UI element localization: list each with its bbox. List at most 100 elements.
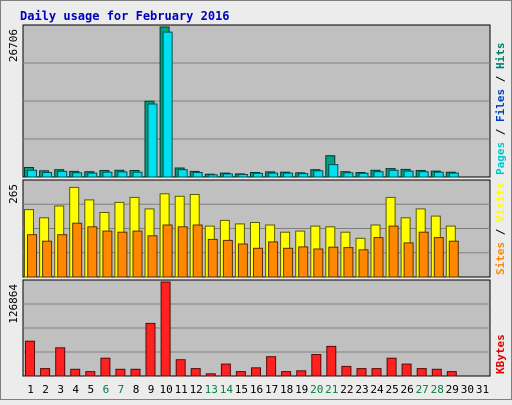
bar-sites: Sites 14: 102 [222, 239, 233, 278]
bar-pages: Pages 11: 1300 [177, 169, 188, 178]
bar-kbytes: KBytes 3: 38000 [55, 347, 66, 377]
bar-pages: Pages 8: 850 [132, 171, 143, 178]
x-tick-label: 22 [340, 383, 353, 396]
legend-text: KBytes [494, 334, 507, 374]
x-tick-label: 2 [42, 383, 49, 396]
bar-kbytes: KBytes 25: 24000 [386, 357, 397, 377]
legend-item-hits: Hits [494, 43, 507, 70]
x-tick-label: 27 [416, 383, 429, 396]
bar-kbytes: KBytes 23: 10000 [356, 368, 367, 377]
x-tick-label: 15 [235, 383, 248, 396]
panel-hits: 26706 Pages / Files / Hits Hits 1: 1700Hit… [7, 24, 507, 178]
x-tick-label: 29 [446, 383, 459, 396]
bar-pages: Pages 15: 450 [237, 174, 248, 178]
x-tick-label: 6 [103, 383, 110, 396]
bars-visits: Visits 1: 188Visits 2: 165Visits 3: 198V… [24, 186, 459, 278]
bar-sites: Sites 16: 80 [253, 247, 263, 278]
bar-sites: Sites 27: 125 [418, 231, 429, 278]
bars-kbytes: KBytes 1: 47000 KBytes 2: 10000 KBytes 3: … [25, 281, 457, 377]
legend-item-pages: Pages [494, 142, 507, 175]
legend-text: Sites / Visits [494, 182, 507, 275]
bar-kbytes: KBytes 2: 10000 [40, 368, 51, 377]
chart-panels: 26706 Pages / Files / Hits Hits 1: 1700Hit… [7, 24, 507, 377]
bar-kbytes: KBytes 12: 10000 [190, 368, 201, 377]
x-tick-label: 23 [355, 383, 368, 396]
bar-pages: Pages 2: 800 [42, 172, 53, 178]
x-tick-label: 31 [476, 383, 489, 396]
bar-pages: Pages 6: 850 [102, 171, 113, 178]
bar-sites: Sites 12: 145 [192, 224, 203, 278]
bar-kbytes: KBytes 18: 6000 [281, 371, 292, 377]
x-tick-label: 11 [175, 383, 188, 396]
bar-sites: Sites 3: 118 [57, 234, 68, 278]
bar-sites: Sites 19: 84 [298, 246, 309, 278]
legend-item-sites: Sites [494, 242, 507, 275]
x-tick-label: 30 [461, 383, 474, 396]
bar-kbytes: KBytes 14: 16000 [220, 363, 231, 377]
bar-sites: Sites 24: 110 [373, 237, 384, 278]
bar-kbytes: KBytes 22: 13000 [341, 365, 352, 377]
bar-kbytes: KBytes 9: 71000 [145, 322, 156, 377]
bar-kbytes: KBytes 4: 9000 [70, 368, 81, 377]
bar-sites: Sites 5: 140 [87, 226, 98, 278]
bar-sites: Sites 20: 78 [313, 248, 324, 278]
bar-pages: Pages 5: 700 [87, 172, 98, 178]
x-tick-label: 8 [133, 383, 140, 396]
bar-pages: Pages 24: 950 [373, 171, 384, 178]
bar-sites: Sites 17: 98 [268, 241, 279, 278]
bar-pages: Pages 16: 650 [253, 172, 263, 178]
bar-sites: Sites 22: 82 [343, 247, 354, 278]
bar-sites: Sites 11: 140 [177, 226, 188, 278]
bar-pages: Pages 9: 13000 [147, 103, 158, 178]
bar-kbytes: KBytes 29: 6000 [446, 371, 457, 377]
bar-kbytes: KBytes 5: 6000 [85, 371, 96, 377]
bar-pages: Pages 10: 25800 [162, 31, 173, 178]
x-tick-label: 9 [148, 383, 155, 396]
bar-pages: Pages 28: 850 [433, 171, 444, 178]
x-axis: 1 2 3 4 5 6 7 8 9 10 11 12 13 14 15 16 17 18 19 20 21 22 23 24 2… [27, 383, 489, 396]
bar-pages: Pages 12: 800 [192, 172, 203, 178]
bar-sites: Sites 21: 83 [328, 246, 339, 278]
bar-pages: Pages 4: 750 [72, 172, 83, 178]
bar-pages: Pages 17: 700 [268, 172, 279, 178]
bar-kbytes: KBytes 15: 6000 [235, 371, 246, 377]
legend-separator: / [494, 122, 507, 142]
x-tick-label: 14 [220, 383, 234, 396]
bar-kbytes: KBytes 8: 9000 [130, 368, 141, 377]
bar-pages: Pages 19: 600 [298, 173, 309, 178]
panel-legend: KBytes [494, 334, 507, 374]
panel-max-label: 126864 [7, 284, 20, 324]
panel-legend: Sites / Visits [494, 182, 507, 275]
bar-kbytes: KBytes 26: 16000 [401, 363, 412, 377]
x-tick-label: 19 [295, 383, 308, 396]
bar-sites: Sites 9: 115 [147, 235, 158, 278]
bar-kbytes: KBytes 21: 40000 [326, 345, 337, 377]
bar-kbytes: KBytes 10: 126864 [160, 281, 171, 377]
bar-pages: Pages 26: 1050 [403, 170, 414, 178]
bar-sites: Sites 4: 150 [72, 222, 83, 278]
bar-kbytes: KBytes 16: 11000 [251, 367, 261, 377]
chart-title: Daily usage for February 2016 [20, 9, 230, 23]
x-tick-label: 1 [27, 383, 34, 396]
panel-visits: 265 Sites / Visits Visits 1: 188Visits 2: … [7, 179, 507, 278]
legend-item-visits: Visits [494, 182, 507, 222]
x-tick-label: 5 [87, 383, 94, 396]
bar-sites: Sites 29: 100 [448, 240, 459, 278]
bar-sites: Sites 15: 92 [237, 243, 248, 278]
legend-item-files: Files [494, 89, 507, 122]
bar-sites: Sites 26: 95 [403, 242, 414, 278]
bar-sites: Sites 8: 128 [132, 230, 143, 278]
bar-pages: Pages 3: 1000 [57, 170, 68, 178]
bar-kbytes: KBytes 7: 9000 [115, 368, 126, 377]
legend-text: Pages / Files / Hits [494, 43, 507, 176]
x-tick-label: 3 [57, 383, 64, 396]
bar-sites: Sites 13: 105 [207, 238, 218, 278]
bar-kbytes: KBytes 17: 26000 [266, 356, 277, 377]
bars-hits: Hits 1: 1700Hits 2: 1100Hits 3: 1300Hits… [24, 26, 459, 178]
bar-sites: Sites 2: 100 [42, 240, 53, 278]
bar-sites: Sites 23: 76 [358, 249, 369, 278]
bar-pages: Pages 27: 950 [418, 171, 429, 178]
x-tick-label: 4 [72, 383, 79, 396]
bar-sites: Sites 25: 142 [388, 225, 399, 278]
